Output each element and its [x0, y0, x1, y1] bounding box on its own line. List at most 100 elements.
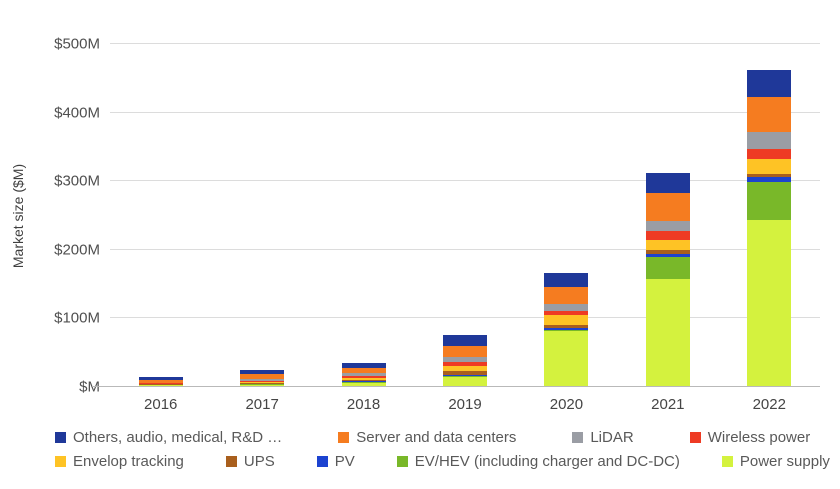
y-tick-label: $100M: [54, 309, 100, 327]
bar-segment: [645, 257, 690, 279]
bar-segment: [341, 381, 386, 382]
bar-segment: [443, 370, 487, 376]
bar-segment: [747, 181, 792, 220]
bar-segment: [240, 383, 285, 385]
bar-segment: [747, 177, 792, 182]
bar-segment: [443, 377, 487, 386]
gridline-400M: [110, 111, 820, 113]
stacked-bar-2022: [747, 69, 792, 386]
gridline-200M: [110, 248, 820, 250]
bar-segment: [341, 373, 386, 376]
gridline-300M: [110, 180, 820, 182]
bar-segment: [240, 370, 285, 375]
legend-item: EV/HEV (including charger and DC-DC): [396, 453, 680, 470]
bar-segment: [138, 379, 183, 383]
bar-segment: [443, 335, 487, 346]
gridline-500M: [110, 43, 820, 44]
plot-area: [92, 43, 820, 387]
x-tick-label-2018: 2018: [346, 396, 381, 413]
bar-segment: [240, 374, 285, 379]
x-tick-label-2022: 2022: [752, 396, 786, 413]
legend-swatch-icon: [721, 456, 733, 467]
bar-segment: [240, 381, 285, 383]
legend-swatch-icon: [338, 432, 350, 443]
stacked-bar-2021: [645, 173, 690, 386]
bar-segment: [341, 362, 386, 368]
bar-segment: [544, 331, 589, 386]
bar-segment: [341, 381, 386, 383]
y-tick-label: $500M: [54, 35, 100, 53]
legend-item: Others, audio, medical, R&D …: [55, 429, 282, 446]
bar-segment: [747, 174, 792, 178]
bar-segment: [544, 272, 589, 288]
bar-segment: [645, 253, 690, 258]
bar-segment: [138, 385, 183, 386]
bar-segment: [341, 377, 386, 380]
y-tick-label: $400M: [54, 104, 100, 122]
legend-label: Wireless power: [707, 429, 811, 446]
bar-segment: [443, 376, 487, 378]
bar-segment: [341, 379, 386, 382]
legend-label: EV/HEV (including charger and DC-DC): [414, 453, 680, 470]
bar-segment: [138, 383, 183, 385]
x-axis-line: [92, 386, 820, 387]
legend-label: PV: [334, 453, 355, 470]
bar-segment: [747, 148, 792, 159]
legend-row: Others, audio, medical, R&D … Server and …: [55, 429, 830, 446]
legend-label: Power supply: [739, 453, 830, 470]
gridline-100M: [110, 317, 820, 319]
legend-item: Server and data centers: [338, 429, 516, 446]
bar-segment: [645, 250, 690, 254]
bar-segment: [443, 345, 487, 358]
legend-swatch-icon: [572, 432, 584, 443]
bar-segment: [341, 382, 386, 386]
x-tick-label-2019: 2019: [448, 396, 482, 413]
bar-segment: [747, 158, 792, 175]
bar-segment: [138, 382, 183, 384]
bar-segment: [544, 324, 589, 329]
legend-item: Wireless power: [689, 429, 811, 446]
legend-swatch-icon: [316, 456, 328, 467]
x-tick-label-2021: 2021: [651, 396, 685, 413]
legend-label: LiDAR: [590, 429, 634, 446]
legend-swatch-icon: [55, 432, 66, 443]
bar-segment: [645, 221, 690, 232]
bar-segment: [747, 220, 792, 386]
bar-segment: [240, 382, 285, 384]
legend-item: UPS: [225, 453, 275, 470]
bar-segment: [443, 362, 487, 367]
bar-segment: [747, 69, 792, 97]
bar-segment: [443, 366, 487, 371]
legend-label: Envelop tracking: [73, 453, 184, 470]
y-tick-label: $200M: [54, 241, 100, 259]
bar-segment: [544, 311, 589, 316]
legend-item: Envelop tracking: [55, 453, 184, 470]
bar-segment: [138, 376, 183, 380]
legend-label: UPS: [243, 453, 275, 470]
y-tick-label: $300M: [54, 172, 100, 190]
bar-segment: [443, 357, 487, 363]
x-tick-label-2016: 2016: [144, 396, 178, 413]
stacked-bar-2020: [544, 272, 589, 386]
bar-segment: [544, 315, 589, 325]
x-axis-tick-labels: 2016 2017 2018 2019 2020 2021 2022: [110, 396, 820, 418]
chart-legend: Others, audio, medical, R&D … Server and …: [55, 429, 830, 470]
bar-segment: [240, 380, 285, 382]
legend-swatch-icon: [689, 432, 701, 443]
bar-segment: [341, 367, 386, 374]
bar-segment: [544, 328, 589, 330]
stacked-bar-2018: [341, 362, 386, 386]
bar-segment: [645, 278, 690, 386]
bar-segment: [544, 329, 589, 332]
bar-segment: [341, 375, 386, 378]
legend-item: PV: [316, 453, 355, 470]
bar-segment: [645, 173, 690, 194]
y-tick-label: $M: [79, 378, 100, 396]
bar-segment: [645, 239, 690, 251]
bar-segment: [240, 378, 285, 381]
stacked-bar-2019: [443, 335, 487, 386]
legend-swatch-icon: [225, 456, 237, 467]
stacked-bar-2016: [138, 376, 183, 386]
bar-segment: [240, 384, 285, 386]
